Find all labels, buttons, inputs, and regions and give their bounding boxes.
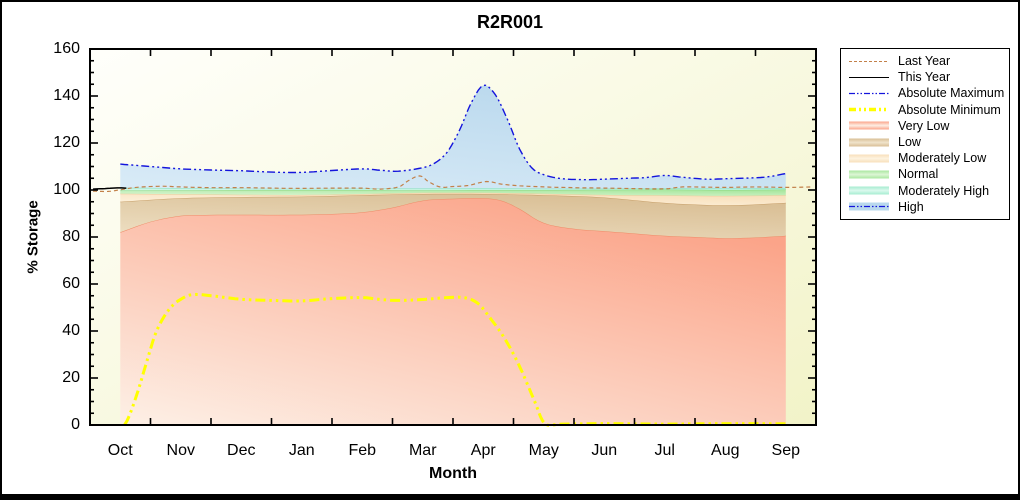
legend-swatch-last-year (849, 60, 889, 62)
legend: Last Year This Year Absolute Maximum Absolu… (840, 48, 1010, 220)
legend-swatch-low (849, 138, 889, 147)
legend-swatch-this-year (849, 76, 889, 78)
legend-swatch-moderately-high (849, 186, 889, 195)
legend-item-this-year: This Year (849, 69, 1007, 85)
x-tick-label-dec: Dec (227, 442, 256, 459)
band-moderately-low (120, 192, 786, 206)
y-tick-label: 60 (62, 275, 80, 292)
x-axis-title: Month (429, 465, 477, 482)
legend-label-normal: Normal (898, 167, 939, 182)
legend-item-moderately-high: Moderately High (849, 183, 1007, 199)
legend-swatch-very-low (849, 121, 889, 130)
legend-swatch-high (849, 202, 889, 211)
y-tick-label: 80 (62, 228, 80, 245)
x-tick-label-nov: Nov (166, 442, 195, 459)
line-this-year (92, 187, 127, 190)
y-tick-label: 100 (53, 181, 80, 198)
legend-label-last-year: Last Year (898, 54, 951, 69)
x-tick-label-oct: Oct (107, 442, 133, 459)
line-absolute-maximum (120, 84, 786, 181)
band-moderately-high (120, 187, 786, 191)
legend-label-this-year: This Year (898, 70, 951, 85)
y-tick-label: 20 (62, 369, 80, 386)
x-tick-label-aug: Aug (711, 442, 740, 459)
legend-label-absolute-maximum: Absolute Maximum (898, 86, 1005, 101)
legend-label-high: High (898, 199, 924, 214)
legend-label-very-low: Very Low (898, 118, 950, 133)
x-tick-label-jan: Jan (288, 442, 315, 459)
legend-label-moderately-high: Moderately High (898, 183, 990, 198)
line-last-year (93, 175, 814, 193)
x-tick-label-may: May (528, 442, 559, 459)
legend-swatch-moderately-low (849, 154, 889, 163)
band-high (120, 85, 786, 189)
legend-item-normal: Normal (849, 166, 1007, 182)
legend-item-high: High (849, 199, 1007, 215)
legend-swatch-normal (849, 170, 889, 179)
band-normal (120, 189, 786, 196)
x-tick-label-jun: Jun (591, 442, 618, 459)
y-tick-label: 40 (62, 322, 80, 339)
legend-item-moderately-low: Moderately Low (849, 150, 1007, 166)
x-tick-label-mar: Mar (408, 442, 437, 459)
band-very-low (120, 198, 786, 425)
y-tick-label: 0 (71, 416, 80, 433)
legend-item-low: Low (849, 134, 1007, 150)
legend-swatch-absolute-minimum (849, 107, 889, 112)
y-tick-label: 120 (53, 134, 80, 151)
legend-label-absolute-minimum: Absolute Minimum (898, 102, 1001, 117)
legend-swatch-absolute-maximum (849, 92, 889, 95)
x-tick-label-sep: Sep (771, 442, 800, 459)
y-tick-label: 140 (53, 87, 80, 104)
band-low (120, 193, 786, 239)
legend-item-very-low: Very Low (849, 118, 1007, 134)
y-tick-label: 160 (53, 40, 80, 57)
legend-label-moderately-low: Moderately Low (898, 151, 987, 166)
x-tick-label-jul: Jul (654, 442, 675, 459)
chart-title: R2R001 (476, 12, 544, 32)
x-tick-label-apr: Apr (470, 442, 496, 459)
legend-item-last-year: Last Year (849, 53, 1007, 69)
legend-item-absolute-minimum: Absolute Minimum (849, 102, 1007, 118)
legend-item-absolute-maximum: Absolute Maximum (849, 85, 1007, 101)
legend-label-low: Low (898, 135, 921, 150)
x-tick-label-feb: Feb (348, 442, 377, 459)
